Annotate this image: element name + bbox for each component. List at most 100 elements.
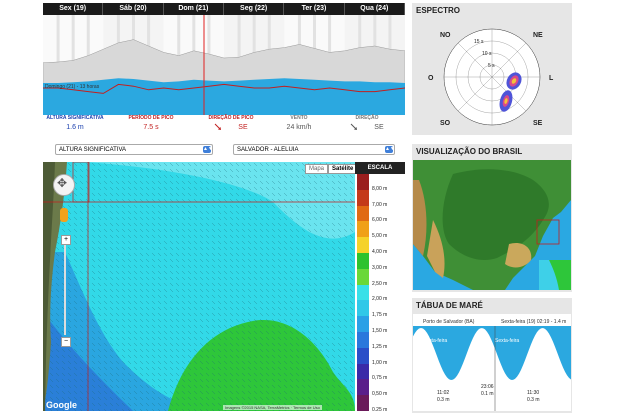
zoom-in-button[interactable]: + [61,235,71,245]
map-svg [43,162,355,411]
google-logo: Google [46,400,77,410]
tide-day-label: Sexta-feira [495,338,519,344]
zoom-out-button[interactable]: − [61,337,71,347]
day-tab[interactable]: Sex (19) [43,3,104,15]
location-select[interactable]: SALVADOR - ALELUIA ▲▼ [233,144,395,155]
wave-map[interactable]: ✥ + − Mapa Satélite Google Imagens ©2015… [43,162,405,411]
tide-low-height: 0.3 m [527,397,540,403]
metric-label: ALTURA SIGNIFICATIVA [46,115,104,121]
scale-label: 1,75 m [372,312,388,319]
pan-control[interactable]: ✥ [53,174,75,196]
brasil-map[interactable] [413,160,571,290]
scale-swatch [357,221,369,238]
dir-label-so: SO [440,120,451,127]
metric-peak-period: PERÍODO DE PICO 7.5 s [121,115,181,134]
zoom-slider[interactable] [64,245,66,335]
scale-swatch [357,300,369,317]
tide-low-time: 11:02 [437,390,449,396]
pan-arrows-icon: ✥ [57,176,68,190]
scale-swatch [357,347,369,364]
spectrum-title: ESPECTRO [416,6,461,15]
tide-low-time: 23:06 [481,384,494,390]
day-tab[interactable]: Ter (23) [284,3,345,15]
map-type-satellite[interactable]: Satélite [328,164,358,174]
scale-label: 1,00 m [372,359,388,366]
scale-swatch [357,332,369,348]
day-tab[interactable]: Seg (22) [224,3,285,15]
metric-value: SE [238,124,248,131]
scale-swatch [357,205,369,222]
scale-label: 4,00 m [372,249,388,255]
brasil-panel: VISUALIZAÇÃO DO BRASIL [412,144,572,292]
wave-forecast-chart[interactable]: Domingo (21) - 13 horas [42,15,406,116]
metric-wind-direction: DIREÇÃO SE [337,115,397,134]
dir-label-l: L [549,75,554,82]
scale-swatch [357,268,369,285]
dir-label-no: NO [440,32,451,39]
scale-swatch [357,174,369,190]
metric-label: DIREÇÃO DE PICO [208,115,254,121]
tide-date-label: Sexta-feira (19) 02:19 - 1.4 m [501,319,566,325]
day-tab[interactable]: Dom (21) [164,3,224,15]
map-attribution[interactable]: Imagens ©2015 NASA, TerraMetrics · Termo… [223,405,322,410]
metric-value: 24 km/h [286,124,312,131]
ring-label-10s: 10 s [482,51,492,57]
scale-swatch [357,395,369,411]
metric-value: 1.6 m [66,124,84,131]
scale-swatch [357,189,369,206]
day-tab[interactable]: Sáb (20) [103,3,164,15]
metric-value: 7.5 s [143,124,159,131]
direction-arrow-icon [214,123,222,131]
location-select-value: SALVADOR - ALELUIA [237,147,299,153]
scale-swatch [357,379,369,396]
spectrum-polar-plot: NO NE O L SO SE 15 s 10 s 5 s [428,28,554,127]
scale-title: ESCALA [355,162,405,174]
select-arrow-icon: ▲▼ [203,146,213,153]
day-header: Sex (19) Sáb (20) Dom (21) Seg (22) Ter … [43,3,405,15]
day-tab[interactable]: Qua (24) [345,3,405,15]
scale-label: 0,50 m [372,391,388,398]
metric-wave-height: ALTURA SIGNIFICATIVA 1.6 m [45,115,105,134]
cursor-annotation: Domingo (21) - 13 horas [45,84,100,90]
tide-low-height: 0.3 m [437,397,450,403]
period-line [43,83,406,94]
tide-title: TÁBUA DE MARÉ [416,301,483,310]
spectrum-panel: ESPECTRO NO NE O L SO SE 15 s 10 s 5 s [412,3,572,135]
scale-label: 0,75 m [372,375,388,382]
tide-chart-svg: Porto de Salvador (BA) Sexta-feira (19) … [413,319,571,411]
scale-label: 8,00 m [372,185,388,192]
tide-chart[interactable]: Porto de Salvador (BA) Sexta-feira (19) … [413,314,571,411]
scale-label: 2,50 m [372,280,388,287]
metric-value: SE [374,124,384,131]
map-type-map[interactable]: Mapa [305,164,329,174]
scale-swatch [357,363,369,380]
metric-label: VENTO [290,115,308,121]
tide-station: Porto de Salvador (BA) [423,319,475,325]
wave-forecast-svg: Domingo (21) - 13 horas [42,15,406,116]
scale-label: 0,25 m [372,407,388,411]
scale-label: 7,00 m [372,201,388,208]
metric-wind: VENTO 24 km/h [269,115,329,134]
scale-label: 2,00 m [372,296,388,303]
scale-swatch [357,253,369,269]
tide-day-label: Quinta-feira [421,338,447,344]
select-arrow-icon: ▲▼ [385,146,395,153]
ring-label-15s: 15 s [474,39,484,45]
wind-arrow-icon [350,123,358,131]
variable-select[interactable]: ALTURA SIGNIFICATIVA ▲▼ [55,144,213,155]
scale-label: 6,00 m [372,217,388,224]
wave-height-area [43,78,405,115]
tide-low-height: 0.1 m [481,391,494,397]
scale-swatch [357,237,369,253]
dir-label-ne: NE [533,32,543,39]
scale-label: 1,25 m [372,343,388,350]
variable-select-value: ALTURA SIGNIFICATIVA [59,147,127,153]
scale-label: 1,50 m [372,328,388,334]
metric-peak-direction: DIREÇÃO DE PICO SE [201,115,261,134]
tide-curve [413,326,571,380]
street-view-pegman-icon[interactable] [60,208,68,222]
scale-label: 5,00 m [372,233,388,240]
dir-label-o: O [428,75,434,82]
scale-swatch [357,316,369,332]
dir-label-se: SE [533,120,543,127]
